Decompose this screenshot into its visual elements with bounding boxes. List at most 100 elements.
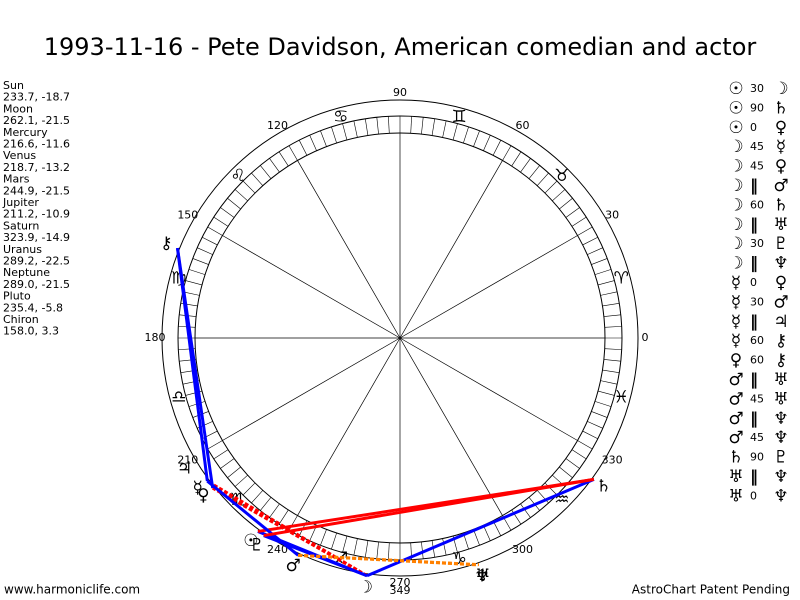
aspect-to: ♇: [773, 448, 788, 468]
ring-tick: [597, 280, 615, 286]
sign-glyph: ♊: [452, 107, 467, 127]
spoke: [399, 235, 578, 339]
planet-name: Sun: [3, 79, 24, 92]
planet-glyph: ⚷: [160, 234, 172, 254]
aspect-from: ☿: [731, 273, 741, 293]
aspect-kind: ‖: [750, 311, 758, 331]
ring-tick: [577, 226, 593, 236]
aspect-from: ☽: [728, 176, 743, 196]
ring-tick: [565, 207, 580, 218]
aspect-line: [298, 553, 479, 567]
aspect-kind: 90: [750, 451, 764, 464]
spoke: [297, 337, 401, 516]
aspect-kind: 45: [750, 392, 764, 405]
ring-tick: [197, 247, 213, 255]
ring-tick: [192, 258, 209, 265]
aspect-from: ♂: [728, 370, 743, 390]
ring-tick: [544, 180, 558, 194]
aspect-from: ☽: [728, 157, 743, 177]
aspect-to: ♅: [773, 370, 788, 390]
ring-tick: [511, 151, 522, 167]
ring-tick: [234, 189, 248, 202]
ring-tick: [278, 151, 289, 167]
degree-label: 210: [177, 454, 198, 467]
aspect-from: ☿: [731, 331, 741, 351]
ring-tick: [364, 118, 369, 136]
sign-glyph: ♓: [614, 387, 629, 407]
aspect-to: ⚷: [775, 351, 787, 371]
aspect-from: ☽: [728, 254, 743, 274]
ring-tick: [442, 120, 447, 138]
degree-label: 60: [516, 119, 530, 132]
aspect-line: [175, 247, 215, 489]
spoke: [222, 235, 401, 339]
planet-glyph: ☉: [243, 531, 258, 551]
planet-position: 216.6, -11.6: [3, 138, 70, 151]
ring-tick: [431, 118, 436, 136]
planet-name: Saturn: [3, 219, 39, 232]
ring-tick: [582, 236, 598, 246]
planet-position: 289.2, -22.5: [3, 255, 70, 268]
planet-position: 211.2, -10.9: [3, 208, 70, 221]
planet-position: 233.7, -18.7: [3, 91, 70, 104]
aspect-to: ♂: [773, 292, 788, 312]
ring-tick: [227, 198, 241, 210]
planet-position: 158.0, 3.3: [3, 325, 59, 338]
spoke: [297, 160, 401, 339]
ring-tick: [207, 226, 223, 236]
aspect-kind: ‖: [750, 214, 758, 234]
ring-tick: [388, 542, 390, 560]
aspect-kind: ‖: [750, 370, 758, 390]
ring-tick: [410, 116, 412, 134]
ring-tick: [213, 449, 229, 460]
aspect-kind: 60: [750, 198, 764, 211]
ring-tick: [421, 541, 424, 559]
ring-tick: [594, 269, 612, 275]
ring-tick: [388, 116, 390, 134]
aspect-to: ♅: [773, 389, 788, 409]
ring-tick: [559, 198, 573, 210]
sign-glyph: ♋: [333, 107, 348, 127]
aspect-kind: 45: [750, 431, 764, 444]
planet-position: 244.9, -21.5: [3, 184, 70, 197]
ring-tick: [604, 348, 622, 350]
ring-tick: [492, 140, 502, 156]
aspect-to: ⚷: [775, 331, 787, 351]
planet-position: 235.4, -5.8: [3, 301, 63, 314]
aspect-kind: ‖: [750, 176, 758, 196]
outer-circle: [161, 99, 639, 577]
ring-tick: [600, 380, 618, 385]
ring-tick: [288, 515, 298, 531]
planet-name: Venus: [3, 149, 36, 162]
aspect-to: ☽: [773, 79, 788, 99]
ring-tick: [288, 145, 298, 161]
aspect-kind: 90: [750, 101, 764, 114]
aspect-kind: 0: [750, 489, 757, 502]
degree-label: 270: [390, 576, 411, 589]
aspect-to: ♅: [773, 215, 788, 235]
degree-label: 240: [267, 543, 288, 556]
ring-tick: [421, 117, 424, 135]
planet-name: Jupiter: [2, 196, 39, 209]
ring-tick: [331, 126, 337, 144]
aspect-kind: 60: [750, 354, 764, 367]
planet-glyph: ♃: [177, 459, 192, 479]
degree-label: 120: [267, 119, 288, 132]
ring-tick: [473, 529, 480, 546]
sign-glyph: ♈: [614, 269, 629, 289]
aspect-kind: ‖: [750, 467, 758, 487]
aspect-to: ♆: [773, 254, 788, 274]
ring-tick: [587, 421, 603, 429]
planet-position: 218.7, -13.2: [3, 161, 70, 174]
aspect-to: ♃: [773, 312, 788, 332]
ring-tick: [269, 503, 280, 518]
ring-tick: [376, 117, 379, 135]
ring-tick: [185, 280, 203, 286]
aspect-kind: ‖: [750, 253, 758, 273]
ring-tick: [278, 509, 289, 525]
ring-tick: [571, 216, 587, 227]
ring-tick: [463, 126, 469, 144]
planet-name: Mars: [3, 173, 30, 186]
aspect-from: ☽: [728, 215, 743, 235]
degree-label: 30: [605, 209, 619, 222]
